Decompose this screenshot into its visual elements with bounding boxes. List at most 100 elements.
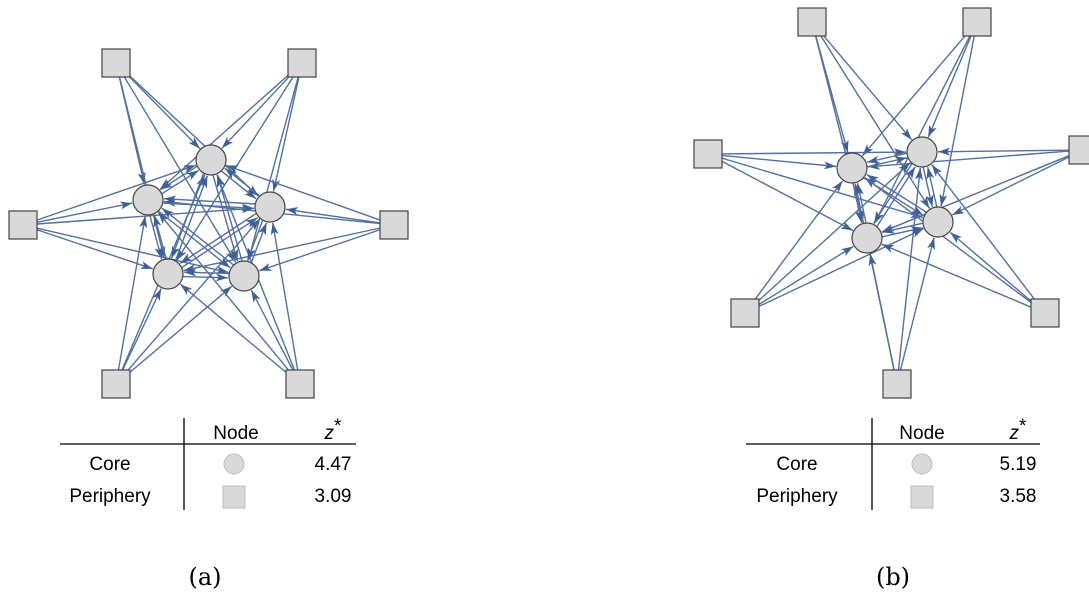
edge-arrow (250, 289, 295, 372)
edge-arrow (852, 182, 863, 223)
edge-arrow (866, 174, 927, 213)
edge-arrow (922, 166, 934, 208)
core-symbol-circle (911, 453, 933, 475)
edge-arrow (721, 148, 907, 157)
core-node (228, 260, 260, 292)
row-periphery-label: Periphery (69, 486, 151, 507)
edge-arrow (126, 285, 233, 376)
edge-arrow (35, 164, 197, 222)
core-node (906, 136, 938, 168)
edge-arrow (926, 166, 938, 208)
edge-arrow (754, 162, 911, 305)
edge-arrow (899, 237, 936, 371)
edge-arrow (182, 273, 228, 282)
edge-arrow (752, 180, 844, 303)
edge-arrow (270, 222, 299, 371)
edge-arrow (881, 226, 924, 238)
edge-arrow (157, 211, 292, 374)
edge-arrow (820, 32, 913, 141)
panel-b: Node z* Core 5.19 Periphery 3.58 (b) (693, 7, 1089, 591)
edge-arrow (179, 212, 257, 264)
row-core-value: 4.47 (315, 454, 352, 475)
edge-arrow (125, 72, 259, 197)
edge-arrow (939, 35, 975, 207)
edge-arrow (949, 231, 1035, 305)
edge-arrow (866, 152, 908, 164)
edge-arrow (212, 174, 239, 262)
edge-arrow (272, 76, 300, 192)
edge-arrow (937, 147, 1070, 156)
edge-arrow (36, 201, 133, 223)
edge-arrow (285, 207, 381, 224)
network-graph-a (8, 48, 409, 399)
periphery-symbol-square (910, 485, 934, 509)
edge-arrow (157, 210, 231, 269)
edge-arrow (818, 33, 931, 209)
legend-table-a: Node z* Core 4.47 Periphery 3.09 (60, 416, 356, 510)
edge-arrow (856, 183, 867, 224)
periphery-node (1068, 135, 1089, 165)
periphery-node (730, 298, 760, 328)
periphery-node (797, 7, 827, 37)
core-node (254, 191, 286, 223)
edge-arrow (873, 163, 913, 224)
edge-arrow (881, 222, 924, 234)
periphery-symbol-square (222, 485, 246, 509)
edge-arrow (881, 154, 1071, 233)
edge-arrow (161, 207, 235, 266)
edge-arrow (181, 217, 259, 269)
header-z: z* (1009, 416, 1028, 444)
edge-arrow (170, 173, 205, 259)
edges-a (35, 71, 382, 376)
edge-arrow (121, 288, 162, 372)
edge-arrow (757, 228, 924, 308)
edge-arrow (881, 243, 1033, 309)
edge-arrow (216, 174, 243, 262)
edge-arrow (122, 74, 237, 263)
edge-arrow (221, 72, 293, 149)
edge-arrow (36, 227, 229, 274)
nodes-b (693, 7, 1089, 399)
edge-arrow (225, 164, 382, 221)
edge-arrow (876, 166, 916, 227)
edge-arrow (868, 253, 895, 371)
caption-b: (b) (876, 563, 910, 591)
edge-arrow (36, 228, 154, 270)
row-periphery-value: 3.09 (315, 486, 352, 507)
periphery-node (962, 7, 992, 37)
core-node (836, 152, 868, 184)
header-node: Node (899, 423, 944, 444)
core-node (922, 206, 954, 238)
edge-arrow (756, 245, 854, 307)
periphery-node (882, 369, 912, 399)
nodes-a (8, 48, 409, 399)
periphery-node (379, 210, 409, 240)
core-node (195, 144, 227, 176)
edge-arrow (927, 34, 973, 138)
edge-arrow (179, 283, 290, 376)
periphery-node (101, 369, 131, 399)
edges-b (720, 32, 1071, 371)
edge-arrow (720, 159, 854, 232)
edge-arrow (861, 32, 969, 157)
edge-arrow (250, 222, 268, 263)
edge-arrow (866, 156, 908, 168)
edge-arrow (159, 165, 198, 191)
edge-arrow (897, 167, 923, 371)
edge-arrow (224, 167, 261, 197)
edge-arrow (183, 227, 381, 272)
periphery-node (101, 48, 131, 78)
caption-a: (a) (188, 563, 221, 591)
edge-arrow (873, 34, 972, 225)
periphery-node (1030, 298, 1060, 328)
row-periphery-label: Periphery (756, 486, 838, 507)
core-node (152, 258, 184, 290)
periphery-node (693, 139, 723, 169)
edge-arrow (174, 175, 209, 261)
legend-table-b: Node z* Core 5.19 Periphery 3.58 (746, 416, 1040, 510)
periphery-node (285, 369, 315, 399)
edge-arrow (164, 195, 256, 205)
edge-arrow (864, 177, 1035, 306)
row-core-label: Core (776, 454, 817, 475)
